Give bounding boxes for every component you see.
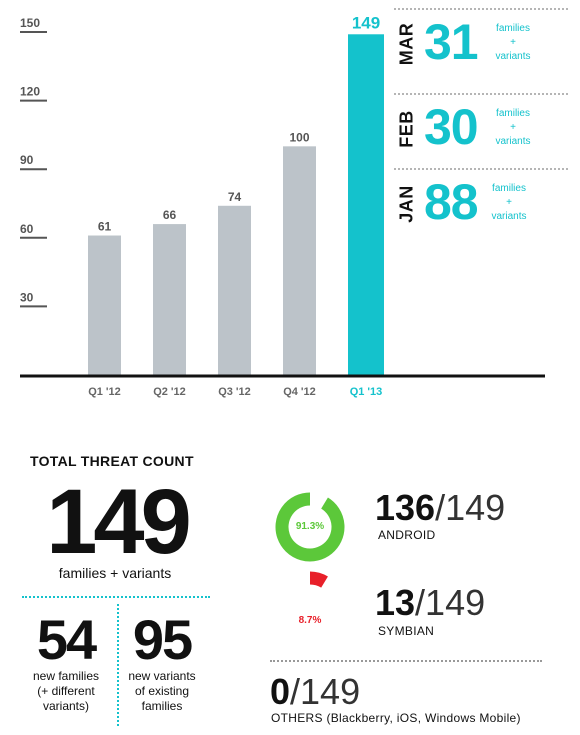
symbian-wedge-arc xyxy=(309,571,328,588)
android-denominator: /149 xyxy=(435,487,506,528)
bar xyxy=(153,224,186,375)
others-count: 0 xyxy=(270,671,291,712)
bar-value-label: 100 xyxy=(289,130,309,144)
bar-value-label: 66 xyxy=(163,208,177,222)
others-label: OTHERS (Blackberry, iOS, Windows Mobile) xyxy=(271,711,521,725)
android-fraction: 136/149 xyxy=(375,488,505,528)
symbian-count: 13 xyxy=(375,582,416,623)
month-value: 88 xyxy=(424,174,479,230)
others-fraction: 0/149 xyxy=(270,672,360,712)
divider xyxy=(394,8,568,10)
divider xyxy=(394,93,568,95)
symbian-wedge-chart xyxy=(309,571,328,588)
month-note: families + variants xyxy=(495,23,531,62)
y-tick-label: 150 xyxy=(20,16,40,30)
month-value: 30 xyxy=(424,99,479,155)
month-note: families + variants xyxy=(491,183,527,222)
android-donut-chart xyxy=(275,492,345,562)
android-percent: 91.3% xyxy=(295,521,325,532)
y-tick-label: 90 xyxy=(20,153,34,167)
month-box-jan: JAN 88 families + variants xyxy=(394,168,568,234)
symbian-percent: 8.7% xyxy=(298,615,322,626)
month-note: families + variants xyxy=(495,108,531,147)
new-variants-count: 95 xyxy=(132,608,193,671)
divider xyxy=(117,604,119,726)
new-families-count: 54 xyxy=(36,608,97,671)
bar xyxy=(283,146,316,375)
month-box-feb: FEB 30 families + variants xyxy=(394,93,568,159)
quarterly-threat-chart: 30 60 90 120 150 61 Q1 '12 66 Q2 '12 74 Q3 '12 100 Q… xyxy=(20,13,545,398)
x-tick-label: Q3 '12 xyxy=(218,386,251,398)
new-families-label: new families (+ different variants) xyxy=(32,669,100,713)
others-denominator: /149 xyxy=(290,671,361,712)
android-count: 136 xyxy=(375,487,436,528)
total-threat-title: TOTAL THREAT COUNT xyxy=(30,453,194,469)
symbian-denominator: /149 xyxy=(415,582,486,623)
x-tick-label: Q4 '12 xyxy=(283,386,316,398)
new-variants-label: new variants of existing families xyxy=(128,669,196,713)
android-donut-arc xyxy=(275,492,345,562)
symbian-label: SYMBIAN xyxy=(378,624,435,638)
bar xyxy=(88,235,121,375)
total-threat-count: 149 xyxy=(46,471,192,573)
divider xyxy=(22,596,210,598)
month-label: FEB xyxy=(396,110,417,148)
bar-value-label: 61 xyxy=(98,220,112,234)
divider xyxy=(394,168,568,170)
symbian-fraction: 13/149 xyxy=(375,583,485,623)
month-value: 31 xyxy=(424,14,479,70)
month-label: JAN xyxy=(396,185,417,223)
bar xyxy=(218,205,251,375)
bar-value-label: 74 xyxy=(228,190,242,204)
month-box-mar: MAR 31 families + variants xyxy=(394,8,568,74)
y-tick-label: 120 xyxy=(20,85,40,99)
y-tick-label: 30 xyxy=(20,290,34,304)
bar xyxy=(348,34,384,375)
y-tick-label: 60 xyxy=(20,222,34,236)
android-label: ANDROID xyxy=(378,528,436,542)
x-tick-label: Q1 '12 xyxy=(88,386,121,398)
x-tick-label: Q1 '13 xyxy=(350,386,383,398)
total-threat-label: families + variants xyxy=(58,565,172,581)
divider xyxy=(270,660,542,662)
x-tick-label: Q2 '12 xyxy=(153,386,186,398)
month-label: MAR xyxy=(396,22,417,66)
bar-value-label: 149 xyxy=(352,13,380,32)
